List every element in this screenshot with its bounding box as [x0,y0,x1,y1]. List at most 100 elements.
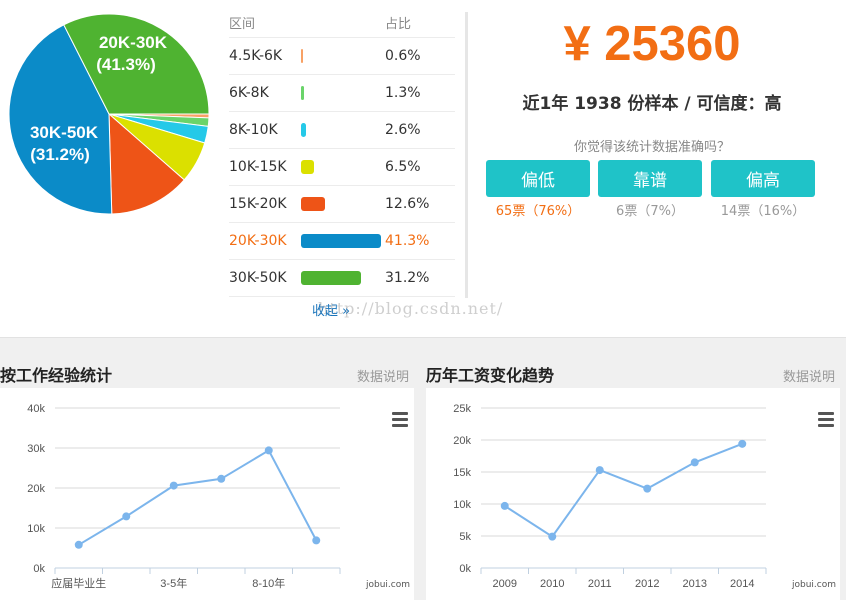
x-tick-label: 8-10年 [252,576,285,590]
vertical-divider [465,12,468,298]
experience-chart-title: 按工作经验统计 [0,366,113,385]
y-tick-label: 5k [459,531,471,543]
pie-slice[interactable] [63,14,210,115]
range-percentage: 1.3% [385,85,421,101]
range-row[interactable]: 6K-8K 1.3% [229,75,455,112]
experience-chart: 0k 10k 20k 30k 40k 应届毕业生 3-5年 8-10年 jobui.com [0,388,414,600]
sample-info: 近1年 1938 份样本 / 可信度：高 [522,94,782,114]
range-percentage: 2.6% [385,122,421,138]
experience-line-chart: 0k 10k 20k 30k 40k 应届毕业生 3-5年 8-10年 [27,403,341,590]
range-row[interactable]: 20K-30K 41.3% [229,223,455,260]
range-bar [301,197,326,211]
x-tick-label: 2012 [635,578,659,590]
vote-high-count: 14票（16%） [720,204,806,219]
vote-low-button[interactable]: 偏低 [486,160,590,197]
data-point[interactable] [74,540,83,549]
range-bar [301,160,314,174]
y-tick-label: 20k [27,483,45,495]
range-percentage: 41.3% [385,233,430,249]
range-percentage: 12.6% [385,196,430,212]
data-point[interactable] [169,481,178,490]
series-line [78,449,318,546]
y-tick-label: 40k [27,403,45,415]
range-label: 4.5K-6K [229,48,283,64]
chart-credit: jobui.com [365,580,410,590]
pie-label-30k-50k: 30K-50K [30,123,99,142]
range-table-header: 区间 占比 [229,8,455,38]
x-tick-label: 应届毕业生 [51,576,106,590]
x-tick-label: 2010 [540,578,564,590]
range-bar [301,271,362,285]
range-percentage: 6.5% [385,159,421,175]
data-point[interactable] [264,446,273,455]
y-tick-label: 20k [453,435,471,447]
range-row[interactable]: 10K-15K 6.5% [229,149,455,186]
y-tick-label: 25k [453,403,471,415]
x-tick-label: 3-5年 [160,576,187,590]
data-point[interactable] [548,532,557,541]
y-tick-label: 0k [459,563,471,575]
data-point[interactable] [312,536,321,545]
range-row[interactable]: 30K-50K 31.2% [229,260,455,297]
vote-accurate-count: 6票（7%） [616,204,684,219]
experience-data-note-link[interactable]: 数据说明 [356,370,409,385]
experience-chart-panel: 按工作经验统计 数据说明 0k 10k 20k 30k 40k 应届毕业生 3-5年 8-10… [0,340,414,600]
history-data-note-link[interactable]: 数据说明 [782,370,835,385]
range-label: 8K-10K [229,122,278,138]
history-chart-panel: 历年工资变化趋势 数据说明 0k 5k 10k 15k 20k 25k 2009 2010 20… [426,340,840,600]
collapse-link[interactable]: 收起 » [312,304,351,319]
y-tick-label: 10k [453,499,471,511]
range-row[interactable]: 8K-10K 2.6% [229,112,455,149]
x-tick-label: 2013 [683,578,707,590]
y-tick-label: 30k [27,443,45,455]
history-chart: 0k 5k 10k 15k 20k 25k 2009 2010 2011 2012 2013 2014… [426,388,840,600]
range-bar [301,49,303,63]
vote-high-button[interactable]: 偏高 [711,160,815,197]
range-label: 10K-15K [229,159,287,175]
x-tick-label: 2009 [493,578,517,590]
accuracy-question: 你觉得该统计数据准确吗？ [573,140,730,155]
salary-range-table: 区间 占比 4.5K-6K 0.6% 6K-8K 1.3% 8K-10K 2.6% 10K-… [229,8,455,297]
data-point[interactable] [500,501,509,510]
history-chart-title: 历年工资变化趋势 [426,366,555,385]
header-range: 区间 [229,17,256,32]
range-row[interactable]: 15K-20K 12.6% [229,186,455,223]
y-tick-label: 0k [33,563,45,575]
header-percentage: 占比 [385,17,412,32]
range-label: 20K-30K [229,233,287,249]
pie-slice[interactable] [108,112,185,214]
pie-label-30k-50k-pct: (31.2%) [30,145,90,164]
range-bar [301,86,304,100]
x-tick-label: 2011 [588,578,612,590]
range-label: 15K-20K [229,196,287,212]
salary-distribution-pie: 20K-30K (41.3%) 30K-50K (31.2%) [8,14,210,214]
history-line-chart: 0k 5k 10k 15k 20k 25k 2009 2010 2011 2012 2013 2014 [453,403,767,590]
range-percentage: 31.2% [385,270,430,286]
y-tick-label: 15k [453,467,471,479]
data-point[interactable] [217,474,226,483]
range-label: 6K-8K [229,85,269,101]
data-point[interactable] [738,439,747,448]
salary-summary-panel: 20K-30K (41.3%) 30K-50K (31.2%) 区间 占比 4.… [0,0,846,338]
pie-slice[interactable] [8,24,113,214]
chart-credit: jobui.com [791,580,836,590]
range-label: 30K-50K [229,270,287,286]
range-row[interactable]: 4.5K-6K 0.6% [229,38,455,75]
pie-label-20k-30k: 20K-30K [99,33,168,52]
data-point[interactable] [643,484,652,493]
chart-menu-icon[interactable] [392,412,408,430]
average-salary: ¥ 25360 [563,17,741,71]
y-tick-label: 10k [27,523,45,535]
x-tick-label: 2014 [730,578,754,590]
data-point[interactable] [122,512,131,521]
range-bar [301,123,307,137]
vote-low-count: 65票（76%） [495,204,581,219]
series-line [504,442,743,538]
chart-menu-icon[interactable] [818,412,834,430]
vote-accurate-button[interactable]: 靠谱 [598,160,702,197]
data-point[interactable] [690,458,699,467]
range-percentage: 0.6% [385,48,421,64]
pie-label-20k-30k-pct: (41.3%) [96,55,156,74]
data-point[interactable] [595,466,604,475]
range-bar [301,234,381,248]
